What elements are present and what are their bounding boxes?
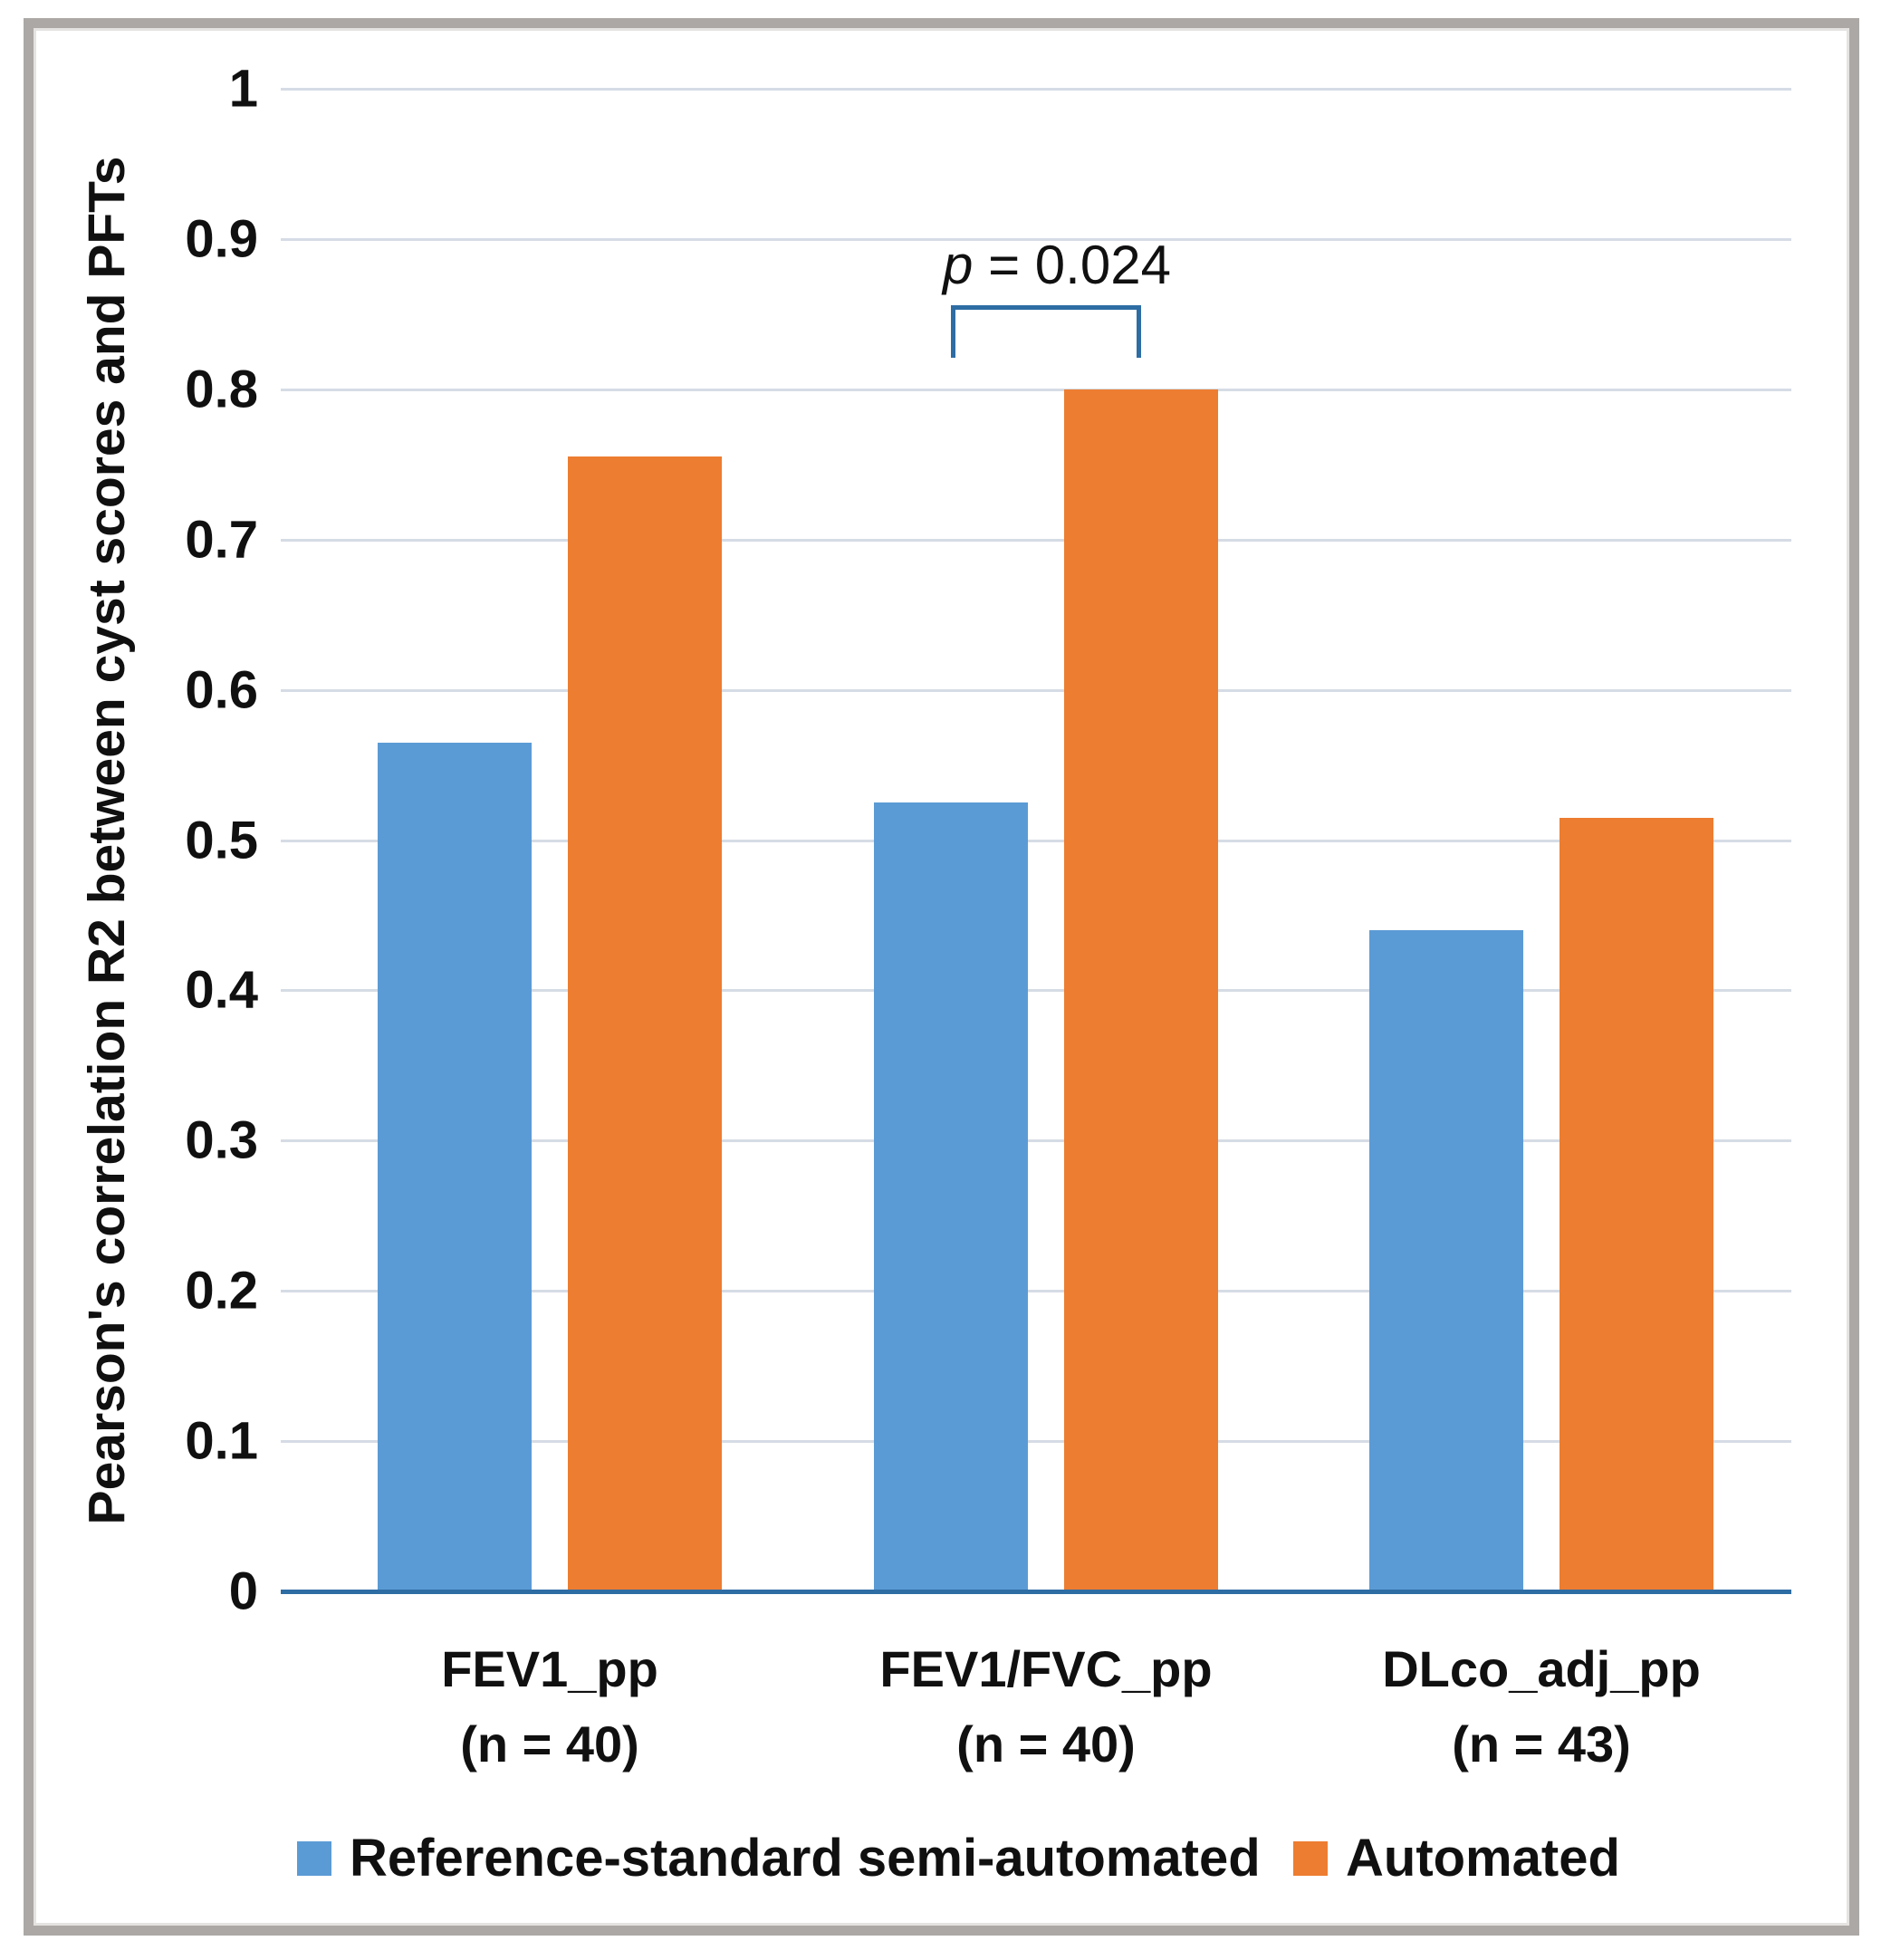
p-value-annotation: p = 0.024 (943, 234, 1171, 296)
gridline (281, 989, 1791, 993)
category-name: FEV1/FVC_pp (879, 1640, 1213, 1697)
y-tick-label: 0.4 (185, 960, 258, 1020)
legend-item-automated: Automated (1293, 1828, 1620, 1888)
bar-FEV1_pp-automated (568, 456, 722, 1591)
y-tick-label: 0.1 (185, 1411, 258, 1471)
x-axis-line (281, 1590, 1791, 1594)
gridline (281, 1139, 1791, 1143)
gridline (281, 538, 1791, 542)
legend-label: Automated (1346, 1829, 1620, 1888)
gridline (281, 1290, 1791, 1293)
significance-bracket (951, 305, 1141, 358)
bar-DLco_adj_pp-semi-automated (1369, 930, 1523, 1591)
y-tick-label: 0.6 (185, 660, 258, 720)
y-tick-label: 0.8 (185, 360, 258, 419)
bar-FEV1_pp-semi-automated (378, 742, 532, 1591)
y-tick-label: 0 (228, 1561, 258, 1621)
bar-FEV1/FVC_pp-semi-automated (874, 802, 1028, 1591)
x-category-label: DLco_adj_pp (n = 43) (1382, 1632, 1701, 1782)
category-name: FEV1_pp (441, 1640, 658, 1697)
category-name: DLco_adj_pp (1382, 1640, 1701, 1697)
legend-swatch (297, 1840, 331, 1876)
gridline (281, 1440, 1791, 1444)
x-category-label: FEV1_pp (n = 40) (441, 1632, 658, 1782)
category-sample-size: (n = 43) (1452, 1715, 1631, 1773)
y-tick-label: 0.9 (185, 209, 258, 269)
gridline (281, 688, 1791, 692)
bar-FEV1/FVC_pp-automated (1064, 389, 1218, 1591)
legend-item-semi-automated: Reference-standard semi-automated (297, 1828, 1261, 1888)
y-tick-label: 0.3 (185, 1110, 258, 1170)
p-symbol: p (943, 235, 974, 295)
bar-DLco_adj_pp-automated (1560, 817, 1713, 1591)
p-value-text: = 0.024 (973, 235, 1171, 295)
legend-swatch (1293, 1840, 1328, 1876)
y-tick-label: 0.2 (185, 1261, 258, 1321)
gridline (281, 88, 1791, 91)
gridline (281, 237, 1791, 241)
y-tick-label: 0.5 (185, 811, 258, 870)
category-sample-size: (n = 40) (460, 1715, 639, 1773)
y-tick-label: 0.7 (185, 510, 258, 570)
gridline (281, 839, 1791, 842)
gridline (281, 388, 1791, 391)
category-sample-size: (n = 40) (956, 1715, 1136, 1773)
y-axis-title: Pearson's correlation R2 between cyst sc… (78, 156, 136, 1524)
legend-label: Reference-standard semi-automated (350, 1829, 1261, 1888)
y-tick-label: 1 (228, 59, 258, 119)
x-category-label: FEV1/FVC_pp (n = 40) (879, 1632, 1212, 1782)
